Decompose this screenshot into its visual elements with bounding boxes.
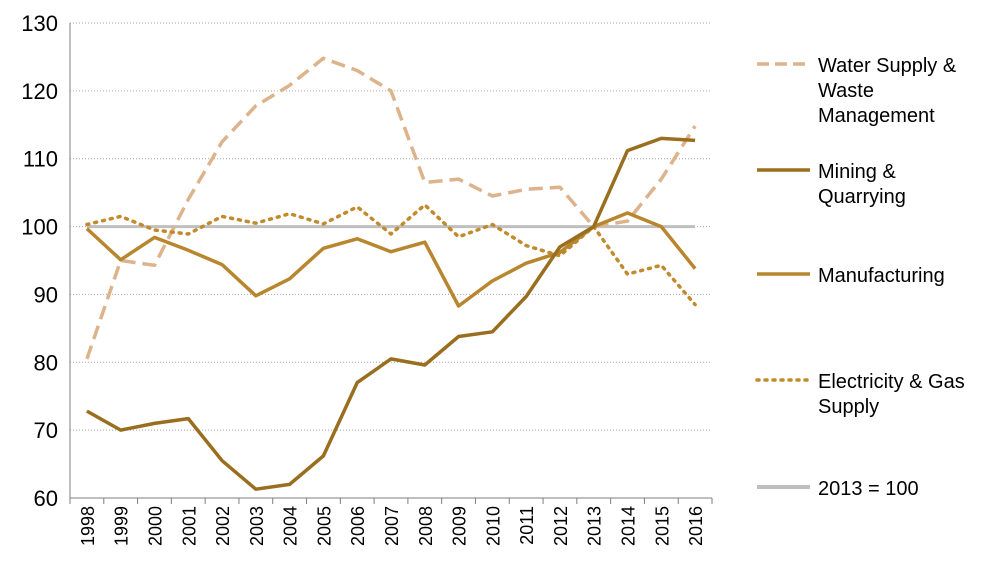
x-tick-label: 2003 xyxy=(247,506,267,546)
x-tick-label: 1998 xyxy=(78,506,98,546)
legend: Water Supply & Waste Management Mining & Qua… xyxy=(755,55,965,500)
series-line-0 xyxy=(85,56,697,360)
x-tick-label: 2007 xyxy=(382,506,402,546)
y-tick-label: 130 xyxy=(21,11,58,36)
x-tick-label: 2009 xyxy=(450,506,470,546)
x-tick-label: 2006 xyxy=(348,506,368,546)
series-lines xyxy=(85,56,697,491)
x-axis-ticks: 1998 1999 2000 2001 2002 2003 2004 2005 2006 2007… xyxy=(78,506,706,546)
x-tick-label: 2015 xyxy=(652,506,672,546)
y-tick-label: 100 xyxy=(21,215,58,240)
y-tick-label: 110 xyxy=(23,147,58,172)
legend-label: Mining & xyxy=(818,161,896,183)
legend-label: Electricity & Gas xyxy=(818,371,965,393)
y-tick-label: 90 xyxy=(34,282,58,307)
x-tick-label: 2012 xyxy=(551,506,571,546)
y-tick-label: 70 xyxy=(34,418,58,443)
x-tick-label: 2002 xyxy=(213,506,233,546)
y-tick-label: 120 xyxy=(21,79,58,104)
legend-label: Manufacturing xyxy=(818,265,945,287)
x-tick-label: 2011 xyxy=(517,506,537,545)
y-tick-label: 80 xyxy=(34,350,58,375)
y-axis-ticks: 60 70 80 90 100 110 120 130 xyxy=(21,11,58,511)
x-tick-label: 2000 xyxy=(145,506,165,546)
legend-label: Management xyxy=(818,105,935,127)
legend-label: Supply xyxy=(818,396,879,418)
x-tick-label: 2001 xyxy=(179,506,199,546)
legend-label: Water Supply & xyxy=(818,55,957,77)
x-tick-label: 2016 xyxy=(686,506,706,546)
x-tick-label: 2010 xyxy=(483,506,503,546)
series-line-1 xyxy=(86,136,696,491)
axes xyxy=(69,23,713,504)
legend-label: 2013 = 100 xyxy=(818,478,919,500)
x-tick-label: 1999 xyxy=(112,506,132,546)
legend-label: Waste xyxy=(818,80,874,102)
legend-label: Quarrying xyxy=(818,186,906,208)
x-tick-label: 2013 xyxy=(585,506,605,546)
y-tick-label: 60 xyxy=(34,486,58,511)
x-tick-label: 2005 xyxy=(314,506,334,546)
x-tick-label: 2008 xyxy=(416,506,436,546)
x-tick-label: 2004 xyxy=(281,506,301,546)
x-tick-label: 2014 xyxy=(619,506,639,546)
